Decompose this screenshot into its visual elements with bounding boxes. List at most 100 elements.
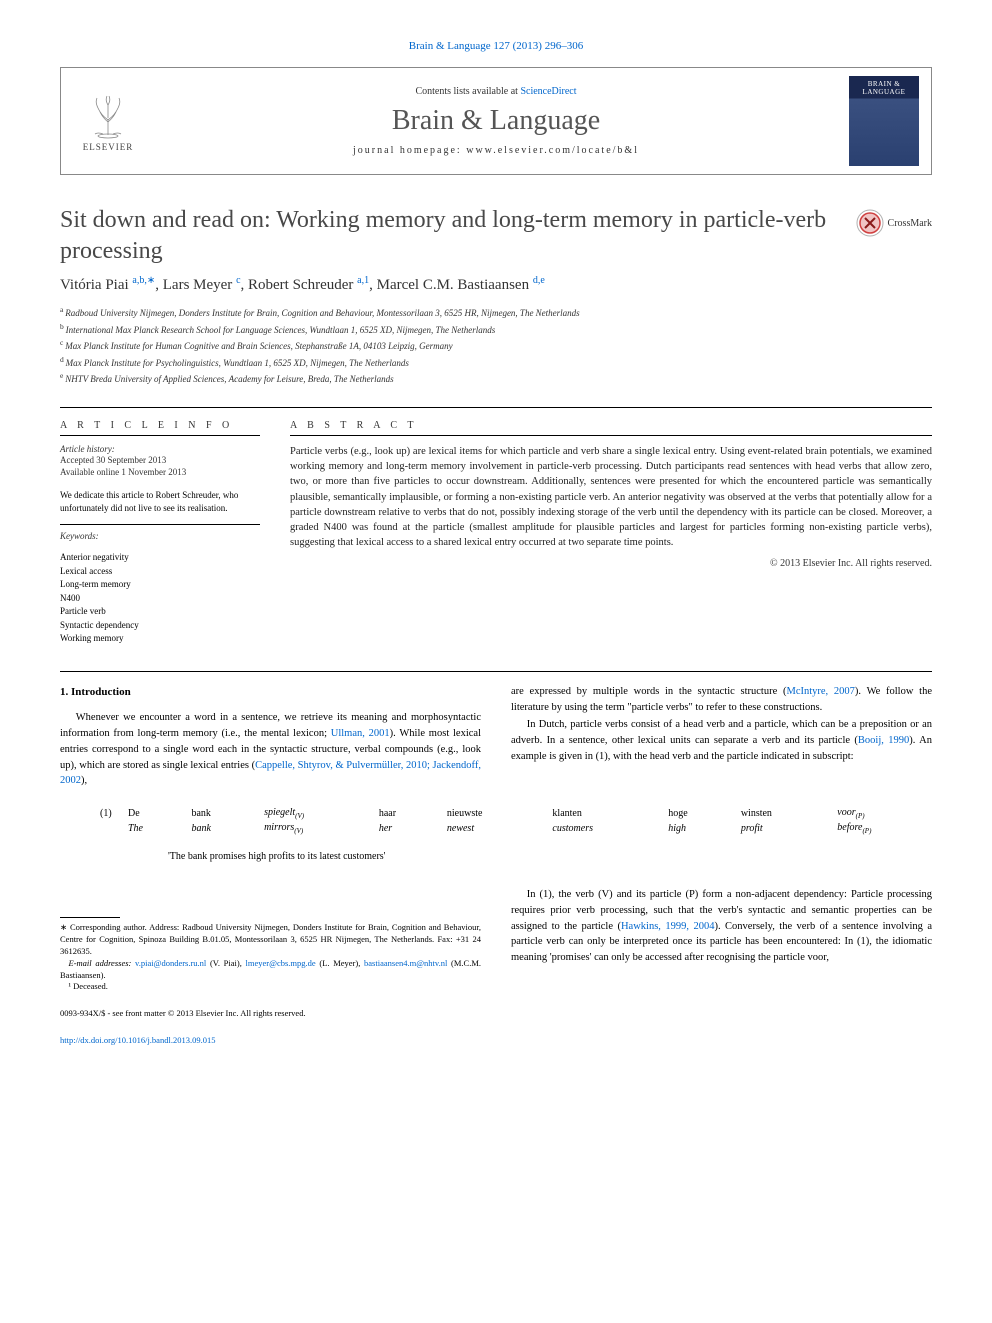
keywords-heading: Keywords: [60, 531, 260, 541]
example-word: before(P) [829, 821, 932, 836]
cover-title: BRAIN & LANGUAGE [849, 76, 919, 96]
email-line: E-mail addresses: v.piai@donders.ru.nl (… [60, 958, 481, 982]
email-link[interactable]: lmeyer@cbs.mpg.de [246, 958, 316, 968]
homepage-line: journal homepage: www.elsevier.com/locat… [143, 145, 849, 156]
article-title: Sit down and read on: Working memory and… [60, 205, 836, 267]
affiliation: d Max Planck Institute for Psycholinguis… [60, 354, 932, 371]
section-rule [60, 407, 932, 408]
contents-line: Contents lists available at ScienceDirec… [143, 86, 849, 97]
deceased-note: ¹ Deceased. [60, 981, 481, 993]
dedication: We dedicate this article to Robert Schre… [60, 489, 260, 514]
abstract-column: A B S T R A C T Particle verbs (e.g., lo… [290, 420, 932, 646]
crossmark-label: CrossMark [888, 218, 932, 229]
example-word: hoge [660, 806, 733, 821]
affiliation: e NHTV Breda University of Applied Scien… [60, 370, 932, 387]
homepage-prefix: journal homepage: [353, 145, 466, 156]
keywords-list: Anterior negativityLexical accessLong-te… [60, 551, 260, 646]
example-row-gloss: Thebankmirrors(V)hernewestcustomershighp… [60, 821, 932, 836]
affiliation: a Radboud University Nijmegen, Donders I… [60, 304, 932, 321]
keyword: Working memory [60, 632, 260, 646]
header-center: Contents lists available at ScienceDirec… [143, 86, 849, 156]
author-list: Vitória Piai a,b,∗, Lars Meyer c, Robert… [60, 275, 932, 294]
author-sup: a,1 [357, 275, 369, 286]
sciencedirect-link[interactable]: ScienceDirect [520, 86, 576, 97]
example-word: voor(P) [829, 806, 932, 821]
elsevier-logo: ELSEVIER [73, 81, 143, 161]
author-sup: c [236, 275, 240, 286]
email-link[interactable]: v.piai@donders.ru.nl [135, 958, 206, 968]
keyword: Long-term memory [60, 578, 260, 592]
email-label: E-mail addresses: [69, 958, 136, 968]
example-row-dutch: (1)Debankspiegelt(V)haarnieuwsteklantenh… [60, 806, 932, 821]
keyword: Particle verb [60, 605, 260, 619]
author: Marcel C.M. Bastiaansen d,e [377, 277, 545, 293]
info-rule [60, 435, 260, 436]
example-word: mirrors(V) [256, 821, 371, 836]
intro-heading: 1. Introduction [60, 684, 481, 701]
keyword: N400 [60, 592, 260, 606]
example-word: bank [183, 821, 256, 836]
example-word: winsten [733, 806, 829, 821]
keyword: Syntactic dependency [60, 619, 260, 633]
article-info-heading: A R T I C L E I N F O [60, 420, 260, 431]
journal-header: ELSEVIER Contents lists available at Sci… [60, 67, 932, 175]
author-sup: a,b,∗ [132, 275, 155, 286]
info-abstract-row: A R T I C L E I N F O Article history: A… [60, 420, 932, 646]
journal-cover-thumbnail: BRAIN & LANGUAGE [849, 76, 919, 166]
intro-para-1: Whenever we encounter a word in a senten… [60, 710, 481, 789]
author: Lars Meyer c [163, 277, 241, 293]
example-translation: 'The bank promises high profits to its l… [60, 851, 932, 862]
example-word: spiegelt(V) [256, 806, 371, 821]
doi-link[interactable]: http://dx.doi.org/10.1016/j.bandl.2013.0… [60, 1035, 215, 1045]
example-sentence-table: (1)Debankspiegelt(V)haarnieuwsteklantenh… [60, 806, 932, 836]
example-word: The [120, 821, 183, 836]
example-word: bank [183, 806, 256, 821]
p1-post: ), [81, 775, 87, 786]
example-word: high [660, 821, 733, 836]
keyword: Lexical access [60, 565, 260, 579]
intro-para-2: are expressed by multiple words in the s… [511, 684, 932, 716]
example-word: De [120, 806, 183, 821]
ref-hawkins[interactable]: Hawkins, 1999, 2004 [621, 921, 715, 932]
intro-para-3: In Dutch, particle verbs consist of a he… [511, 717, 932, 764]
body-two-column: 1. Introduction Whenever we encounter a … [60, 684, 932, 791]
affiliation: c Max Planck Institute for Human Cogniti… [60, 337, 932, 354]
issn-line: 0093-934X/$ - see front matter © 2013 El… [60, 1008, 481, 1020]
contents-prefix: Contents lists available at [415, 86, 520, 97]
online-date: Available online 1 November 2013 [60, 466, 260, 479]
journal-reference: Brain & Language 127 (2013) 296–306 [60, 40, 932, 52]
crossmark-badge[interactable]: CrossMark [856, 209, 932, 237]
section-rule-2 [60, 671, 932, 672]
ref-ullman[interactable]: Ullman, 2001 [331, 728, 390, 739]
author: Vitória Piai a,b,∗ [60, 277, 155, 293]
body-right-column: are expressed by multiple words in the s… [511, 684, 932, 791]
abstract-heading: A B S T R A C T [290, 420, 932, 431]
accepted-date: Accepted 30 September 2013 [60, 454, 260, 467]
history-heading: Article history: [60, 444, 260, 454]
footnote-column: ∗ Corresponding author. Address: Radboud… [60, 887, 481, 1047]
author-sup: d,e [533, 275, 545, 286]
example-number: (1) [60, 806, 120, 821]
email-link[interactable]: bastiaansen4.m@nhtv.nl [364, 958, 447, 968]
corresponding-author: ∗ Corresponding author. Address: Radboud… [60, 922, 481, 958]
body-left-column: 1. Introduction Whenever we encounter a … [60, 684, 481, 791]
body-right-column-2: In (1), the verb (V) and its particle (P… [511, 887, 932, 1047]
homepage-url: www.elsevier.com/locate/b&l [466, 145, 639, 156]
doi-line: http://dx.doi.org/10.1016/j.bandl.2013.0… [60, 1035, 481, 1047]
example-word: klanten [544, 806, 660, 821]
footnote-rule [60, 917, 120, 918]
footnotes: ∗ Corresponding author. Address: Radboud… [60, 917, 481, 993]
copyright-line: © 2013 Elsevier Inc. All rights reserved… [290, 558, 932, 569]
elsevier-tree-icon [83, 90, 133, 140]
abstract-text: Particle verbs (e.g., look up) are lexic… [290, 444, 932, 551]
example-word: newest [439, 821, 545, 836]
example-word: haar [371, 806, 439, 821]
body-two-column-2: ∗ Corresponding author. Address: Radboud… [60, 887, 932, 1047]
affiliation: b International Max Planck Research Scho… [60, 321, 932, 338]
example-word: profit [733, 821, 829, 836]
ref-booij[interactable]: Booij, 1990 [858, 735, 909, 746]
ref-mcintyre[interactable]: McIntyre, 2007 [786, 686, 854, 697]
affiliations: a Radboud University Nijmegen, Donders I… [60, 304, 932, 387]
info-rule-2 [60, 524, 260, 525]
p2-pre: are expressed by multiple words in the s… [511, 686, 786, 697]
